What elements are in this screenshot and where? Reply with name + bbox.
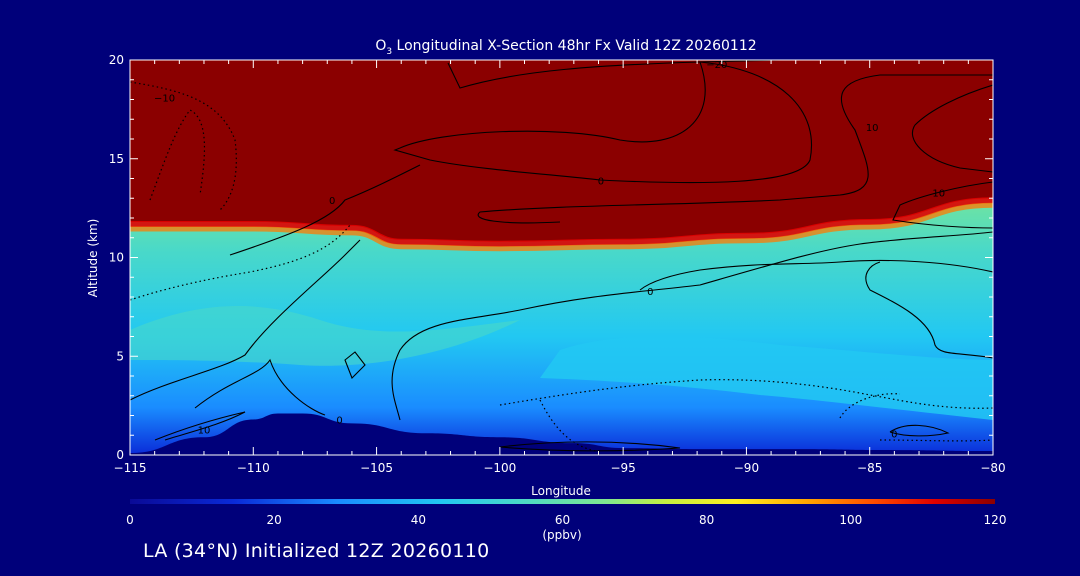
x-tick-label: −110 xyxy=(237,461,270,475)
colorbar-tick-label: 40 xyxy=(411,513,426,527)
tropopause-band-orange xyxy=(130,202,993,252)
y-tick-label: 20 xyxy=(109,53,124,67)
contour-line xyxy=(154,411,246,441)
contour-line xyxy=(130,239,361,401)
colorbar-ticks: 0 20 40 60 80 100 120 xyxy=(126,513,1006,527)
contour-line-dashed xyxy=(879,439,993,442)
contour-label: 0 xyxy=(647,287,653,298)
contour-label: 0 xyxy=(598,176,604,187)
x-tick-label: −90 xyxy=(734,461,759,475)
contour-label: −10 xyxy=(154,94,175,105)
y-axis: 0 5 10 15 20 xyxy=(109,53,993,462)
chart-title: O3 Longitudinal X-Section 48hr Fx Valid … xyxy=(375,38,756,57)
contour-line xyxy=(865,261,993,359)
contour-line xyxy=(344,351,366,379)
ozone-low-patch xyxy=(540,336,993,420)
contour-lines xyxy=(130,60,993,452)
tropopause-band xyxy=(130,197,993,247)
contour-line xyxy=(911,84,993,173)
contour-line xyxy=(499,441,681,452)
contour-label: 0 xyxy=(891,429,897,440)
y-tick-label: 15 xyxy=(109,152,124,166)
contour-line xyxy=(391,231,993,421)
colorbar xyxy=(130,499,995,504)
colorbar-units: (ppbv) xyxy=(542,528,581,542)
colorbar-tick-label: 80 xyxy=(699,513,714,527)
colorbar-tick-label: 100 xyxy=(839,513,862,527)
x-tick-label: −105 xyxy=(360,461,393,475)
plot-area xyxy=(130,60,993,455)
contour-label: −20 xyxy=(706,60,727,71)
colorbar-tick-label: 60 xyxy=(555,513,570,527)
contour-label: 10 xyxy=(198,425,211,436)
initialization-label: LA (34°N) Initialized 12Z 20260110 xyxy=(143,540,490,562)
x-tick-label: −85 xyxy=(857,461,882,475)
contour-label: 10 xyxy=(866,123,879,134)
contour-label: 0 xyxy=(336,415,342,426)
y-tick-label: 5 xyxy=(116,349,124,363)
ozone-mid-patch xyxy=(130,306,520,366)
chart-title-subscript: 3 xyxy=(386,47,392,57)
contour-line xyxy=(229,164,421,256)
contour-line-dashed xyxy=(539,399,601,453)
terrain xyxy=(130,413,993,455)
contour-line xyxy=(194,358,326,416)
contour-lines-dotted xyxy=(130,81,993,453)
colorbar-tick-label: 120 xyxy=(984,513,1007,527)
y-axis-label: Altitude (km) xyxy=(86,219,100,298)
x-tick-label: −115 xyxy=(114,461,147,475)
x-axis: −115 −110 −105 −100 −95 −90 −85 −80 xyxy=(114,60,1006,475)
x-tick-label: −95 xyxy=(610,461,635,475)
contour-line xyxy=(892,181,993,229)
contour-line xyxy=(477,74,993,224)
contour-label: 10 xyxy=(932,188,945,199)
contour-line xyxy=(889,424,950,437)
y-tick-label: 0 xyxy=(116,448,124,462)
contour-labels: −10 0 0 −20 10 10 0 0 0 10 xyxy=(154,60,945,440)
y-tick-label: 10 xyxy=(109,251,124,265)
contour-line xyxy=(639,259,993,291)
x-tick-label: −80 xyxy=(980,461,1005,475)
contour-line xyxy=(447,60,781,89)
contour-line-dashed xyxy=(839,393,901,419)
chart-title-rest: Longitudinal X-Section 48hr Fx Valid 12Z… xyxy=(392,38,757,54)
chart-title-prefix: O xyxy=(375,38,386,54)
stratosphere-field xyxy=(130,60,993,242)
contour-label: 0 xyxy=(329,196,335,207)
colorbar-tick-label: 20 xyxy=(267,513,282,527)
contour-line xyxy=(393,61,812,184)
x-tick-label: −100 xyxy=(483,461,516,475)
x-axis-label: Longitude xyxy=(531,484,591,498)
colorbar-tick-label: 0 xyxy=(126,513,134,527)
